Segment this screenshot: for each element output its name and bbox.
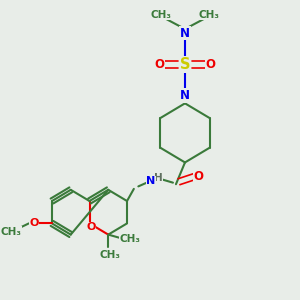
Text: CH₃: CH₃ xyxy=(150,10,171,20)
Text: O: O xyxy=(206,58,216,71)
Text: S: S xyxy=(180,57,190,72)
Text: N: N xyxy=(146,176,156,186)
Text: O: O xyxy=(194,170,203,183)
Text: N: N xyxy=(180,89,190,102)
Text: CH₃: CH₃ xyxy=(199,10,220,20)
Text: CH₃: CH₃ xyxy=(1,227,22,237)
Text: O: O xyxy=(86,222,96,232)
Text: O: O xyxy=(154,58,164,71)
Text: O: O xyxy=(29,218,39,228)
Text: N: N xyxy=(180,27,190,40)
Text: CH₃: CH₃ xyxy=(120,234,141,244)
Text: CH₃: CH₃ xyxy=(99,250,120,260)
Text: H: H xyxy=(154,173,162,183)
